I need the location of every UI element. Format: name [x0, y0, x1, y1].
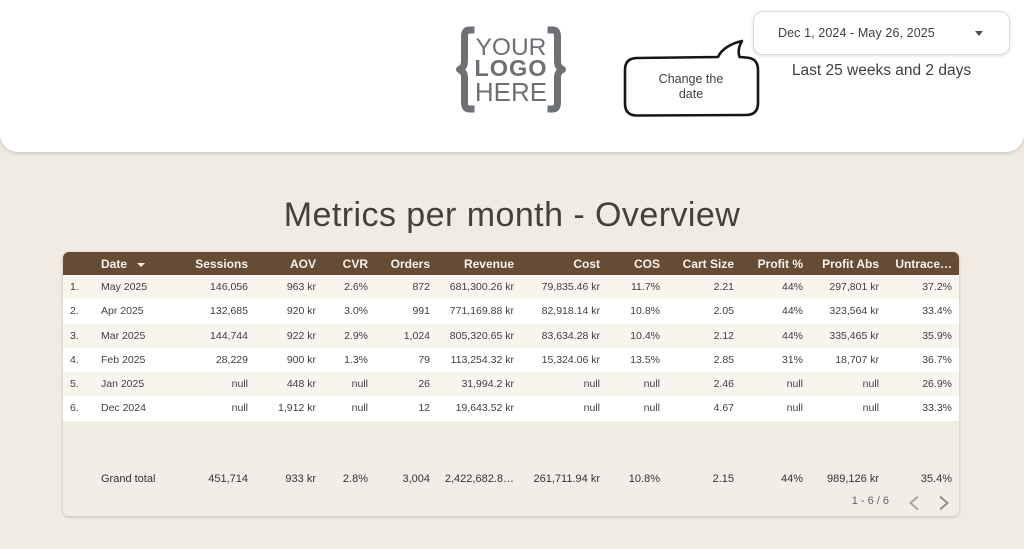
svg-text:YOUR: YOUR: [476, 34, 547, 61]
svg-text:HERE: HERE: [475, 77, 547, 107]
svg-text:date: date: [679, 87, 703, 101]
svg-text:Change the: Change the: [659, 72, 724, 86]
svg-text:LOGO: LOGO: [474, 55, 547, 81]
